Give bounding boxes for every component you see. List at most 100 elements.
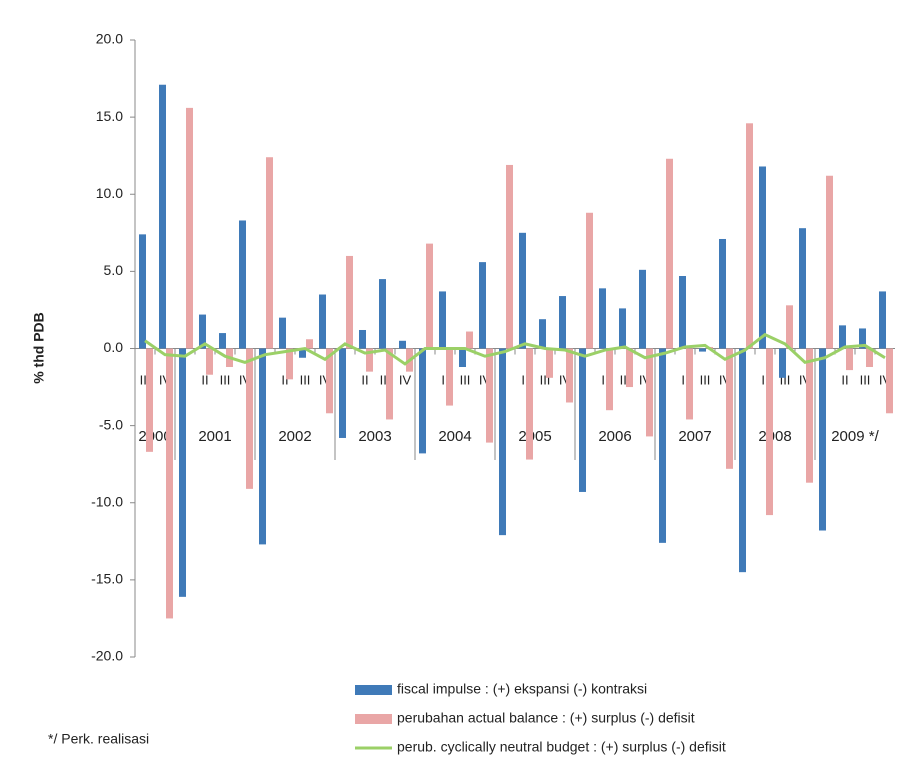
year-label: 2002 [278,428,311,445]
bar [439,291,446,348]
bar [486,349,493,443]
legend-label: perub. cyclically neutral budget : (+) s… [397,739,726,755]
y-tick-label: 15.0 [96,108,123,124]
bar [499,349,506,536]
bar [579,349,586,492]
background [0,0,920,778]
legend-swatch [355,685,392,695]
bar [559,296,566,348]
x-tick-label: III [860,372,871,387]
bar [346,256,353,349]
bar [379,279,386,348]
y-axis-label: % thd PDB [31,312,47,384]
bar [659,349,666,543]
bar [619,308,626,348]
bar [179,349,186,597]
bar [539,319,546,348]
bar [726,349,733,469]
footnote: */ Perk. realisasi [48,731,149,747]
bar [666,159,673,349]
bar [639,270,646,349]
bar [279,318,286,349]
bar [506,165,513,349]
bar [699,349,706,352]
bar [599,288,606,348]
bar [246,349,253,489]
x-tick-label: III [220,372,231,387]
bar [786,305,793,348]
year-label: 2008 [758,428,791,445]
bar [359,330,366,349]
bar [879,291,886,348]
bar [399,341,406,349]
bar [306,339,313,348]
bar [886,349,893,414]
bar [519,233,526,349]
legend-label: fiscal impulse : (+) ekspansi (-) kontra… [397,681,647,697]
year-label: 2001 [198,428,231,445]
bar [826,176,833,349]
y-tick-label: 20.0 [96,31,123,47]
year-label: 2004 [438,428,471,445]
bar [479,262,486,348]
bar [219,333,226,348]
bar [266,157,273,348]
bar [259,349,266,545]
bar [159,85,166,349]
bar [779,349,786,378]
bar [719,239,726,349]
bar [206,349,213,375]
bar [799,228,806,348]
bar [766,349,773,516]
year-label: 2009 */ [831,428,879,445]
bar [546,349,553,378]
bar [419,349,426,454]
bar [139,234,146,348]
chart: % thd PDB */ Perk. realisasi 20.0 15.0 10.… [0,0,920,778]
x-tick-label: II [841,372,848,387]
bar [166,349,173,619]
bar [759,166,766,348]
y-tick-label: -20.0 [91,648,123,664]
bar [146,349,153,452]
bar [339,349,346,438]
year-label: 2007 [678,428,711,445]
legend-label: perubahan actual balance : (+) surplus (… [397,710,695,726]
bar [319,295,326,349]
y-tick-label: -15.0 [91,571,123,587]
year-label: 2005 [518,428,551,445]
bar [526,349,533,460]
bar [806,349,813,483]
y-tick-label: -10.0 [91,493,123,509]
bar [646,349,653,437]
bar [686,349,693,420]
bar [746,123,753,348]
y-tick-label: -5.0 [99,416,123,432]
x-tick-label: III [700,372,711,387]
bar [459,349,466,368]
bar [426,244,433,349]
bar [626,349,633,388]
bar [739,349,746,573]
bar [839,325,846,348]
y-tick-label: 10.0 [96,185,123,201]
x-tick-label: III [300,372,311,387]
bar [606,349,613,411]
bar [186,108,193,349]
bar [286,349,293,380]
bar [566,349,573,403]
bar [819,349,826,531]
legend-swatch [355,714,392,724]
year-label: 2003 [358,428,391,445]
bar [679,276,686,348]
bar [586,213,593,349]
bar [466,332,473,349]
x-tick-label: IV [399,372,412,387]
bar [239,220,246,348]
bar [846,349,853,371]
x-tick-label: II [361,372,368,387]
bar [446,349,453,406]
year-label: 2006 [598,428,631,445]
bar [386,349,393,420]
y-tick-label: 0.0 [104,339,124,355]
